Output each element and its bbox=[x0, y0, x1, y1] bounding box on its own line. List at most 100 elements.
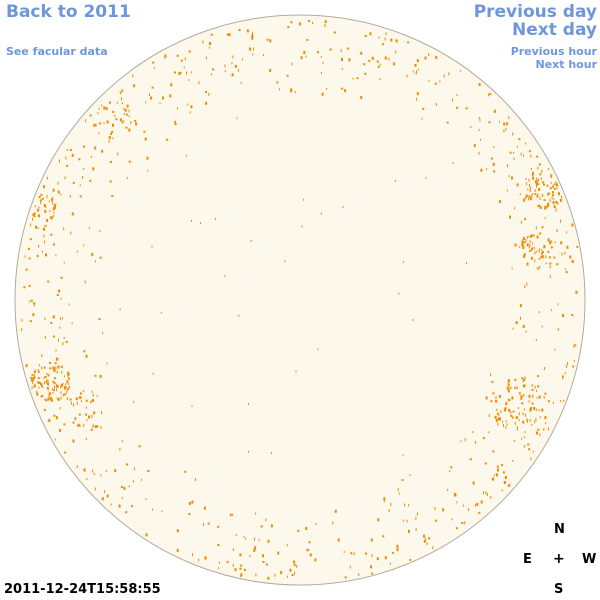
facula-speck bbox=[98, 132, 100, 135]
facula-speck bbox=[343, 550, 345, 553]
facula-speck bbox=[194, 478, 196, 482]
facula-speck bbox=[508, 116, 510, 120]
facula-speck bbox=[109, 180, 112, 183]
facula-speck bbox=[500, 410, 502, 414]
facula-speck bbox=[551, 240, 553, 243]
facula-speck bbox=[571, 260, 574, 263]
facula-speck bbox=[495, 399, 498, 403]
facula-speck bbox=[83, 244, 85, 247]
facula-speck bbox=[53, 211, 55, 214]
facula-speck bbox=[510, 414, 513, 417]
facula-speck bbox=[44, 224, 46, 227]
facula-speck bbox=[539, 197, 541, 201]
facula-speck bbox=[80, 392, 82, 395]
facula-speck bbox=[169, 94, 172, 98]
compass-west-label: W bbox=[582, 552, 597, 567]
next-hour-link[interactable]: Next hour bbox=[535, 58, 598, 71]
facula-speck bbox=[497, 422, 499, 426]
next-day-link[interactable]: Next day bbox=[512, 20, 597, 40]
facula-speck bbox=[360, 51, 363, 55]
facula-speck bbox=[58, 289, 61, 293]
facula-speck bbox=[456, 93, 458, 96]
facula-speck bbox=[101, 104, 103, 107]
facula-speck bbox=[538, 409, 540, 412]
facula-speck bbox=[472, 481, 475, 485]
previous-day-link[interactable]: Previous day bbox=[473, 2, 597, 22]
facula-speck bbox=[553, 256, 556, 259]
facula-speck bbox=[123, 107, 125, 110]
facula-speck bbox=[53, 414, 56, 417]
facula-speck bbox=[55, 416, 58, 420]
facula-speck bbox=[62, 382, 64, 385]
facula-speck bbox=[53, 204, 56, 207]
facula-speck bbox=[63, 386, 66, 390]
facula-speck bbox=[224, 64, 226, 68]
facula-speck bbox=[104, 490, 106, 494]
facula-speck bbox=[56, 397, 58, 400]
facula-speck bbox=[329, 48, 332, 51]
facula-speck bbox=[522, 420, 525, 424]
facula-speck bbox=[501, 489, 503, 492]
facula-speck bbox=[294, 91, 296, 94]
facula-speck bbox=[514, 378, 517, 381]
facula-speck bbox=[188, 513, 191, 515]
facula-speck bbox=[533, 234, 535, 238]
facula-speck bbox=[43, 240, 45, 244]
facula-speck bbox=[534, 189, 536, 193]
facula-speck bbox=[541, 255, 544, 259]
facula-speck bbox=[176, 54, 179, 57]
facula-speck bbox=[208, 92, 210, 96]
facula-speck bbox=[29, 300, 31, 303]
facula-speck bbox=[493, 170, 496, 173]
facula-speck bbox=[121, 440, 123, 443]
facula-speck bbox=[456, 106, 459, 109]
facula-speck bbox=[446, 121, 449, 124]
facula-speck bbox=[82, 390, 84, 393]
facula-speck bbox=[27, 247, 30, 250]
facula-speck bbox=[41, 197, 44, 200]
facula-speck bbox=[533, 406, 536, 410]
facula-speck bbox=[70, 401, 72, 405]
facula-speck bbox=[551, 197, 553, 199]
facula-speck bbox=[530, 154, 532, 158]
facula-speck bbox=[341, 87, 344, 90]
facula-speck bbox=[485, 491, 487, 495]
facula-speck bbox=[64, 176, 66, 180]
back-to-year-link[interactable]: Back to 2011 bbox=[6, 2, 131, 22]
facula-speck bbox=[489, 93, 492, 96]
facula-speck bbox=[128, 160, 131, 163]
facula-speck bbox=[518, 412, 520, 416]
facula-speck bbox=[526, 282, 528, 286]
facula-speck bbox=[62, 317, 64, 320]
facula-speck bbox=[200, 222, 201, 225]
facula-speck bbox=[539, 205, 542, 209]
facula-speck bbox=[34, 376, 36, 379]
facula-speck bbox=[460, 440, 462, 443]
facula-speck bbox=[135, 122, 138, 126]
facula-speck bbox=[112, 137, 114, 140]
facula-speck bbox=[151, 245, 153, 248]
facula-speck bbox=[53, 377, 56, 380]
facula-speck bbox=[30, 299, 33, 302]
facula-speck bbox=[132, 74, 134, 78]
facula-speck bbox=[529, 418, 531, 422]
previous-hour-link[interactable]: Previous hour bbox=[510, 45, 597, 58]
facula-speck bbox=[60, 396, 62, 400]
facula-speck bbox=[333, 31, 336, 34]
see-facular-data-link[interactable]: See facular data bbox=[6, 45, 108, 58]
facula-speck bbox=[52, 201, 54, 205]
facula-speck bbox=[231, 73, 234, 77]
facula-speck bbox=[550, 309, 552, 312]
facula-speck bbox=[262, 561, 265, 563]
facula-speck bbox=[543, 395, 545, 399]
facula-speck bbox=[218, 567, 219, 570]
facula-speck bbox=[529, 240, 531, 244]
facula-speck bbox=[240, 575, 242, 578]
compass-south-label: S bbox=[554, 582, 564, 597]
facula-speck bbox=[98, 318, 101, 321]
facula-speck bbox=[537, 183, 540, 186]
facula-speck bbox=[334, 509, 337, 513]
facula-speck bbox=[509, 386, 512, 389]
facula-speck bbox=[502, 471, 505, 474]
facula-speck bbox=[497, 468, 499, 472]
